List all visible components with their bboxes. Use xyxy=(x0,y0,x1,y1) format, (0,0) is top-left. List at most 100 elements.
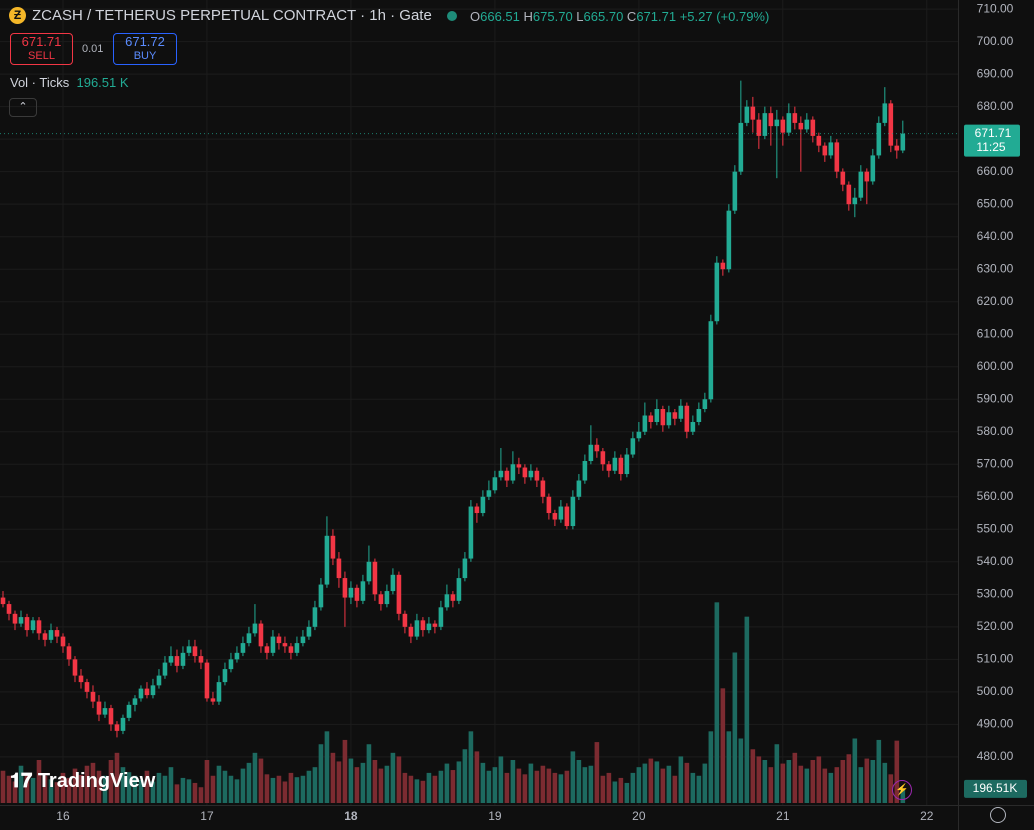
candle-body xyxy=(444,594,450,608)
candle-body xyxy=(618,457,624,475)
volume-bar xyxy=(576,760,582,803)
x-tick-label: 17 xyxy=(200,809,214,823)
candle-body xyxy=(804,119,810,130)
volume-bar xyxy=(744,616,750,803)
candle-body xyxy=(66,646,72,660)
status-dot xyxy=(447,11,457,21)
volume-bar xyxy=(294,777,300,803)
buy-button[interactable]: 671.72 BUY xyxy=(113,33,177,65)
candle-body xyxy=(354,587,360,601)
candle-body xyxy=(258,623,264,647)
y-tick-label: 650.00 xyxy=(977,196,1014,210)
candle-body xyxy=(642,415,648,432)
candle-body xyxy=(210,698,216,702)
buy-price: 671.72 xyxy=(125,34,165,49)
candle-body xyxy=(384,591,390,605)
candle-body xyxy=(120,717,126,731)
volume-bar xyxy=(234,779,240,803)
candle-body xyxy=(528,470,534,478)
volume-bar xyxy=(774,744,780,803)
ohlc-legend: O666.51 H675.70 L665.70 C671.71 +5.27 (+… xyxy=(470,9,769,24)
candle-body xyxy=(588,444,594,462)
candle-body xyxy=(144,688,150,696)
volume-bar xyxy=(378,768,384,803)
close-value: 671.71 xyxy=(636,9,677,24)
change-value: +5.27 (+0.79%) xyxy=(679,9,770,24)
volume-legend: Vol · Ticks 196.51 K xyxy=(10,75,129,90)
volume-bar xyxy=(882,762,888,803)
volume-bar xyxy=(114,752,120,803)
candle-body xyxy=(738,122,744,172)
candle-body xyxy=(606,464,612,471)
y-tick-label: 620.00 xyxy=(977,294,1014,308)
y-tick-label: 710.00 xyxy=(977,1,1014,15)
y-tick-label: 520.00 xyxy=(977,619,1014,633)
candle-body xyxy=(834,142,840,172)
candle-body xyxy=(198,656,204,663)
candle-body xyxy=(510,464,516,481)
volume-bar xyxy=(102,775,108,803)
volume-bar xyxy=(702,763,708,803)
candle-body xyxy=(180,652,186,666)
volume-bar xyxy=(438,770,444,803)
candle-body xyxy=(60,636,66,647)
last-price-box xyxy=(964,124,1020,157)
candle-body xyxy=(684,405,690,432)
volume-bar xyxy=(54,782,60,803)
volume-bar xyxy=(504,772,510,803)
candle-body xyxy=(204,662,210,699)
candle-body xyxy=(570,496,576,527)
volume-bar xyxy=(510,760,516,803)
volume-bar xyxy=(162,775,168,803)
sell-button[interactable]: 671.71 SELL xyxy=(10,33,73,65)
volume-bar xyxy=(618,777,624,803)
volume-bar xyxy=(300,775,306,803)
volume-bar xyxy=(366,744,372,803)
candle-body xyxy=(6,604,12,614)
candle-body xyxy=(612,457,618,471)
candle-body xyxy=(36,620,42,634)
volume-bar xyxy=(498,756,504,803)
volume-bar xyxy=(138,780,144,803)
volume-bar xyxy=(78,775,84,803)
collapse-button[interactable]: ⌃ xyxy=(9,98,37,117)
candle-body xyxy=(48,630,54,640)
volume-bar xyxy=(60,772,66,803)
candle-body xyxy=(42,633,48,640)
candle-body xyxy=(768,113,774,127)
candle-body xyxy=(900,133,906,151)
volume-bar xyxy=(450,770,456,803)
candle-body xyxy=(414,620,420,637)
spread: 0.01 xyxy=(82,43,104,55)
candle-body xyxy=(456,578,462,601)
volume-bar xyxy=(126,772,132,803)
volume-bar xyxy=(792,752,798,803)
volume-bar xyxy=(36,760,42,803)
volume-bar xyxy=(228,775,234,803)
candle-body xyxy=(162,662,168,676)
candle-body xyxy=(324,535,330,585)
volume-bar xyxy=(276,775,282,803)
volume-bar xyxy=(360,762,366,803)
volume-bar xyxy=(0,770,6,803)
volume-bar xyxy=(198,787,204,803)
candle-body xyxy=(816,135,822,146)
volume-bar xyxy=(522,774,528,803)
lightning-button[interactable]: ⚡ xyxy=(892,780,912,800)
candle-body xyxy=(24,617,30,631)
volume-bar xyxy=(402,772,408,803)
x-tick-label: 20 xyxy=(632,809,646,823)
volume-bar xyxy=(6,775,12,803)
volume-bar xyxy=(312,767,318,803)
settings-button[interactable] xyxy=(990,807,1006,823)
volume-bar xyxy=(174,784,180,803)
symbol-title[interactable]: ZCASH / TETHERUS PERPETUAL CONTRACT · 1h… xyxy=(32,7,432,24)
candle-body xyxy=(432,623,438,627)
volume-bar xyxy=(132,775,138,803)
y-tick-label: 690.00 xyxy=(977,66,1014,80)
volume-bar xyxy=(306,770,312,803)
candle-body xyxy=(426,623,432,631)
volume-bar xyxy=(636,767,642,803)
x-tick-label: 16 xyxy=(56,809,70,823)
volume-bar xyxy=(414,779,420,803)
